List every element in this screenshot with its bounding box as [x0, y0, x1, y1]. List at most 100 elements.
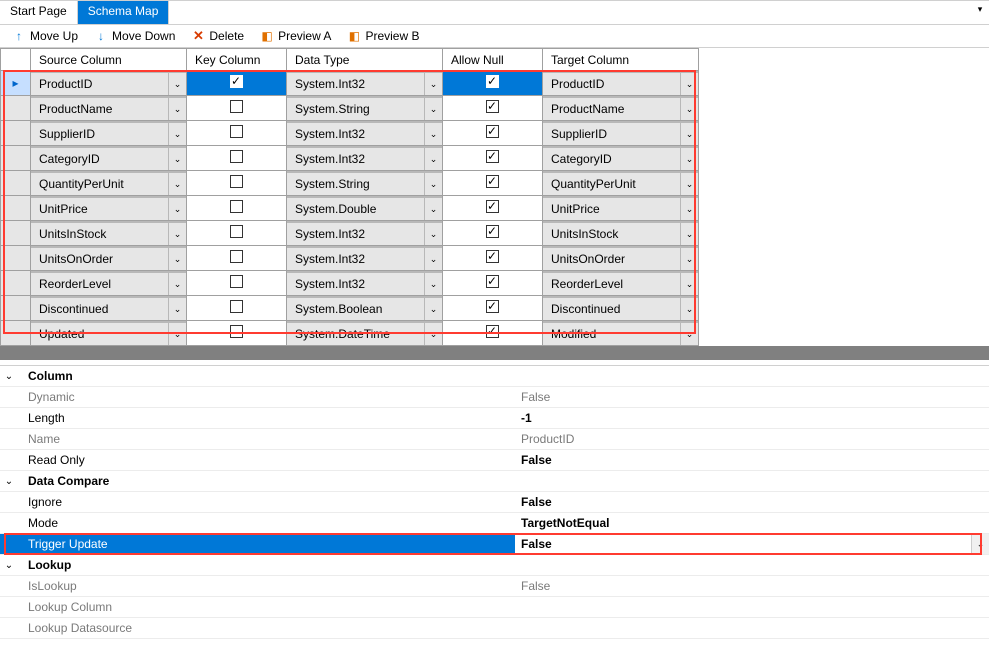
- allownull-cell[interactable]: [443, 196, 543, 221]
- chevron-down-icon[interactable]: ⌄: [424, 321, 442, 345]
- prop-row[interactable]: IsLookupFalse: [0, 576, 989, 597]
- preview-b-button[interactable]: ◧ Preview B: [341, 27, 425, 45]
- prop-value[interactable]: False: [515, 579, 989, 593]
- key-cell[interactable]: [187, 196, 287, 221]
- target-cell[interactable]: QuantityPerUnit⌄: [543, 171, 699, 196]
- checkbox-icon[interactable]: [486, 150, 499, 163]
- prop-category[interactable]: ⌄Lookup: [0, 555, 989, 576]
- allownull-cell[interactable]: [443, 96, 543, 121]
- checkbox-icon[interactable]: [230, 225, 243, 238]
- target-cell[interactable]: Discontinued⌄: [543, 296, 699, 321]
- chevron-down-icon[interactable]: ⌄: [680, 146, 698, 170]
- prop-row[interactable]: Length-1: [0, 408, 989, 429]
- chevron-down-icon[interactable]: ⌄: [680, 321, 698, 345]
- chevron-down-icon[interactable]: ⌄: [424, 96, 442, 120]
- target-cell[interactable]: ProductID⌄: [543, 71, 699, 96]
- prop-row[interactable]: Lookup Column: [0, 597, 989, 618]
- key-cell[interactable]: [187, 246, 287, 271]
- prop-value[interactable]: -1: [515, 411, 989, 425]
- prop-value[interactable]: ProductID: [515, 432, 989, 446]
- key-cell[interactable]: [187, 221, 287, 246]
- checkbox-icon[interactable]: [230, 125, 243, 138]
- source-cell[interactable]: QuantityPerUnit⌄: [31, 171, 187, 196]
- checkbox-icon[interactable]: [486, 275, 499, 288]
- table-row[interactable]: ReorderLevel⌄System.Int32⌄ReorderLevel⌄: [1, 271, 699, 296]
- checkbox-icon[interactable]: [486, 200, 499, 213]
- prop-value[interactable]: False: [515, 453, 989, 467]
- key-cell[interactable]: [187, 121, 287, 146]
- source-cell[interactable]: Discontinued⌄: [31, 296, 187, 321]
- row-indicator[interactable]: [1, 271, 31, 296]
- datatype-cell[interactable]: System.Int32⌄: [287, 71, 443, 96]
- chevron-down-icon[interactable]: ⌄: [424, 296, 442, 320]
- chevron-down-icon[interactable]: ⌄: [424, 171, 442, 195]
- target-cell[interactable]: UnitPrice⌄: [543, 196, 699, 221]
- chevron-down-icon[interactable]: ⌄: [168, 171, 186, 195]
- chevron-down-icon[interactable]: ⌄: [168, 271, 186, 295]
- source-cell[interactable]: ReorderLevel⌄: [31, 271, 187, 296]
- target-cell[interactable]: ProductName⌄: [543, 96, 699, 121]
- prop-category[interactable]: ⌄Data Compare: [0, 471, 989, 492]
- checkbox-icon[interactable]: [230, 75, 243, 88]
- chevron-down-icon[interactable]: ⌄: [680, 196, 698, 220]
- row-indicator[interactable]: [1, 171, 31, 196]
- chevron-down-icon[interactable]: ⌄: [424, 71, 442, 95]
- chevron-down-icon[interactable]: ⌄: [168, 121, 186, 145]
- target-cell[interactable]: Modified⌄: [543, 321, 699, 346]
- prop-row[interactable]: NameProductID: [0, 429, 989, 450]
- datatype-cell[interactable]: System.DateTime⌄: [287, 321, 443, 346]
- checkbox-icon[interactable]: [486, 250, 499, 263]
- allownull-cell[interactable]: [443, 246, 543, 271]
- chevron-down-icon[interactable]: ⌄: [680, 121, 698, 145]
- chevron-down-icon[interactable]: ⌄: [680, 96, 698, 120]
- chevron-down-icon[interactable]: ⌄: [424, 196, 442, 220]
- key-cell[interactable]: [187, 296, 287, 321]
- allownull-cell[interactable]: [443, 221, 543, 246]
- checkbox-icon[interactable]: [230, 150, 243, 163]
- table-row[interactable]: Updated⌄ System.DateTime⌄ Modified⌄: [1, 321, 699, 346]
- table-row[interactable]: UnitsOnOrder⌄ System.Int32⌄ UnitsOnOrder⌄: [1, 246, 699, 271]
- row-indicator[interactable]: [1, 196, 31, 221]
- chevron-down-icon[interactable]: ⌄: [168, 146, 186, 170]
- chevron-down-icon[interactable]: ⌄: [424, 221, 442, 245]
- col-allownull[interactable]: Allow Null: [443, 49, 543, 71]
- allownull-cell[interactable]: [443, 71, 543, 96]
- datatype-cell[interactable]: System.Int32⌄: [287, 121, 443, 146]
- table-row[interactable]: SupplierID⌄System.Int32⌄SupplierID⌄: [1, 121, 699, 146]
- target-cell[interactable]: UnitsOnOrder⌄: [543, 246, 699, 271]
- target-cell[interactable]: UnitsInStock⌄: [543, 221, 699, 246]
- checkbox-icon[interactable]: [230, 175, 243, 188]
- chevron-down-icon[interactable]: ⌄: [424, 146, 442, 170]
- checkbox-icon[interactable]: [486, 225, 499, 238]
- table-row[interactable]: ▸ProductID⌄System.Int32⌄ProductID⌄: [1, 71, 699, 96]
- source-cell[interactable]: UnitsInStock⌄: [31, 221, 187, 246]
- source-cell[interactable]: Updated⌄: [31, 321, 187, 346]
- chevron-down-icon[interactable]: ⌄: [971, 534, 989, 554]
- key-cell[interactable]: [187, 71, 287, 96]
- expand-icon[interactable]: ⌄: [0, 560, 18, 571]
- datatype-cell[interactable]: System.String⌄: [287, 171, 443, 196]
- row-indicator[interactable]: [1, 296, 31, 321]
- preview-a-button[interactable]: ◧ Preview A: [254, 27, 337, 45]
- allownull-cell[interactable]: [443, 321, 543, 346]
- checkbox-icon[interactable]: [230, 275, 243, 288]
- tab-start-page[interactable]: Start Page: [0, 1, 78, 24]
- source-cell[interactable]: UnitsOnOrder⌄: [31, 246, 187, 271]
- checkbox-icon[interactable]: [230, 200, 243, 213]
- allownull-cell[interactable]: [443, 121, 543, 146]
- checkbox-icon[interactable]: [230, 100, 243, 113]
- table-row[interactable]: CategoryID⌄System.Int32⌄CategoryID⌄: [1, 146, 699, 171]
- datatype-cell[interactable]: System.Double⌄: [287, 196, 443, 221]
- checkbox-icon[interactable]: [230, 300, 243, 313]
- allownull-cell[interactable]: [443, 296, 543, 321]
- key-cell[interactable]: [187, 96, 287, 121]
- chevron-down-icon[interactable]: ⌄: [680, 71, 698, 95]
- prop-value[interactable]: False: [515, 534, 971, 554]
- chevron-down-icon[interactable]: ⌄: [168, 96, 186, 120]
- col-key[interactable]: Key Column: [187, 49, 287, 71]
- chevron-down-icon[interactable]: ⌄: [168, 296, 186, 320]
- expand-icon[interactable]: ⌄: [0, 371, 18, 382]
- checkbox-icon[interactable]: [486, 125, 499, 138]
- datatype-cell[interactable]: System.Int32⌄: [287, 246, 443, 271]
- checkbox-icon[interactable]: [486, 300, 499, 313]
